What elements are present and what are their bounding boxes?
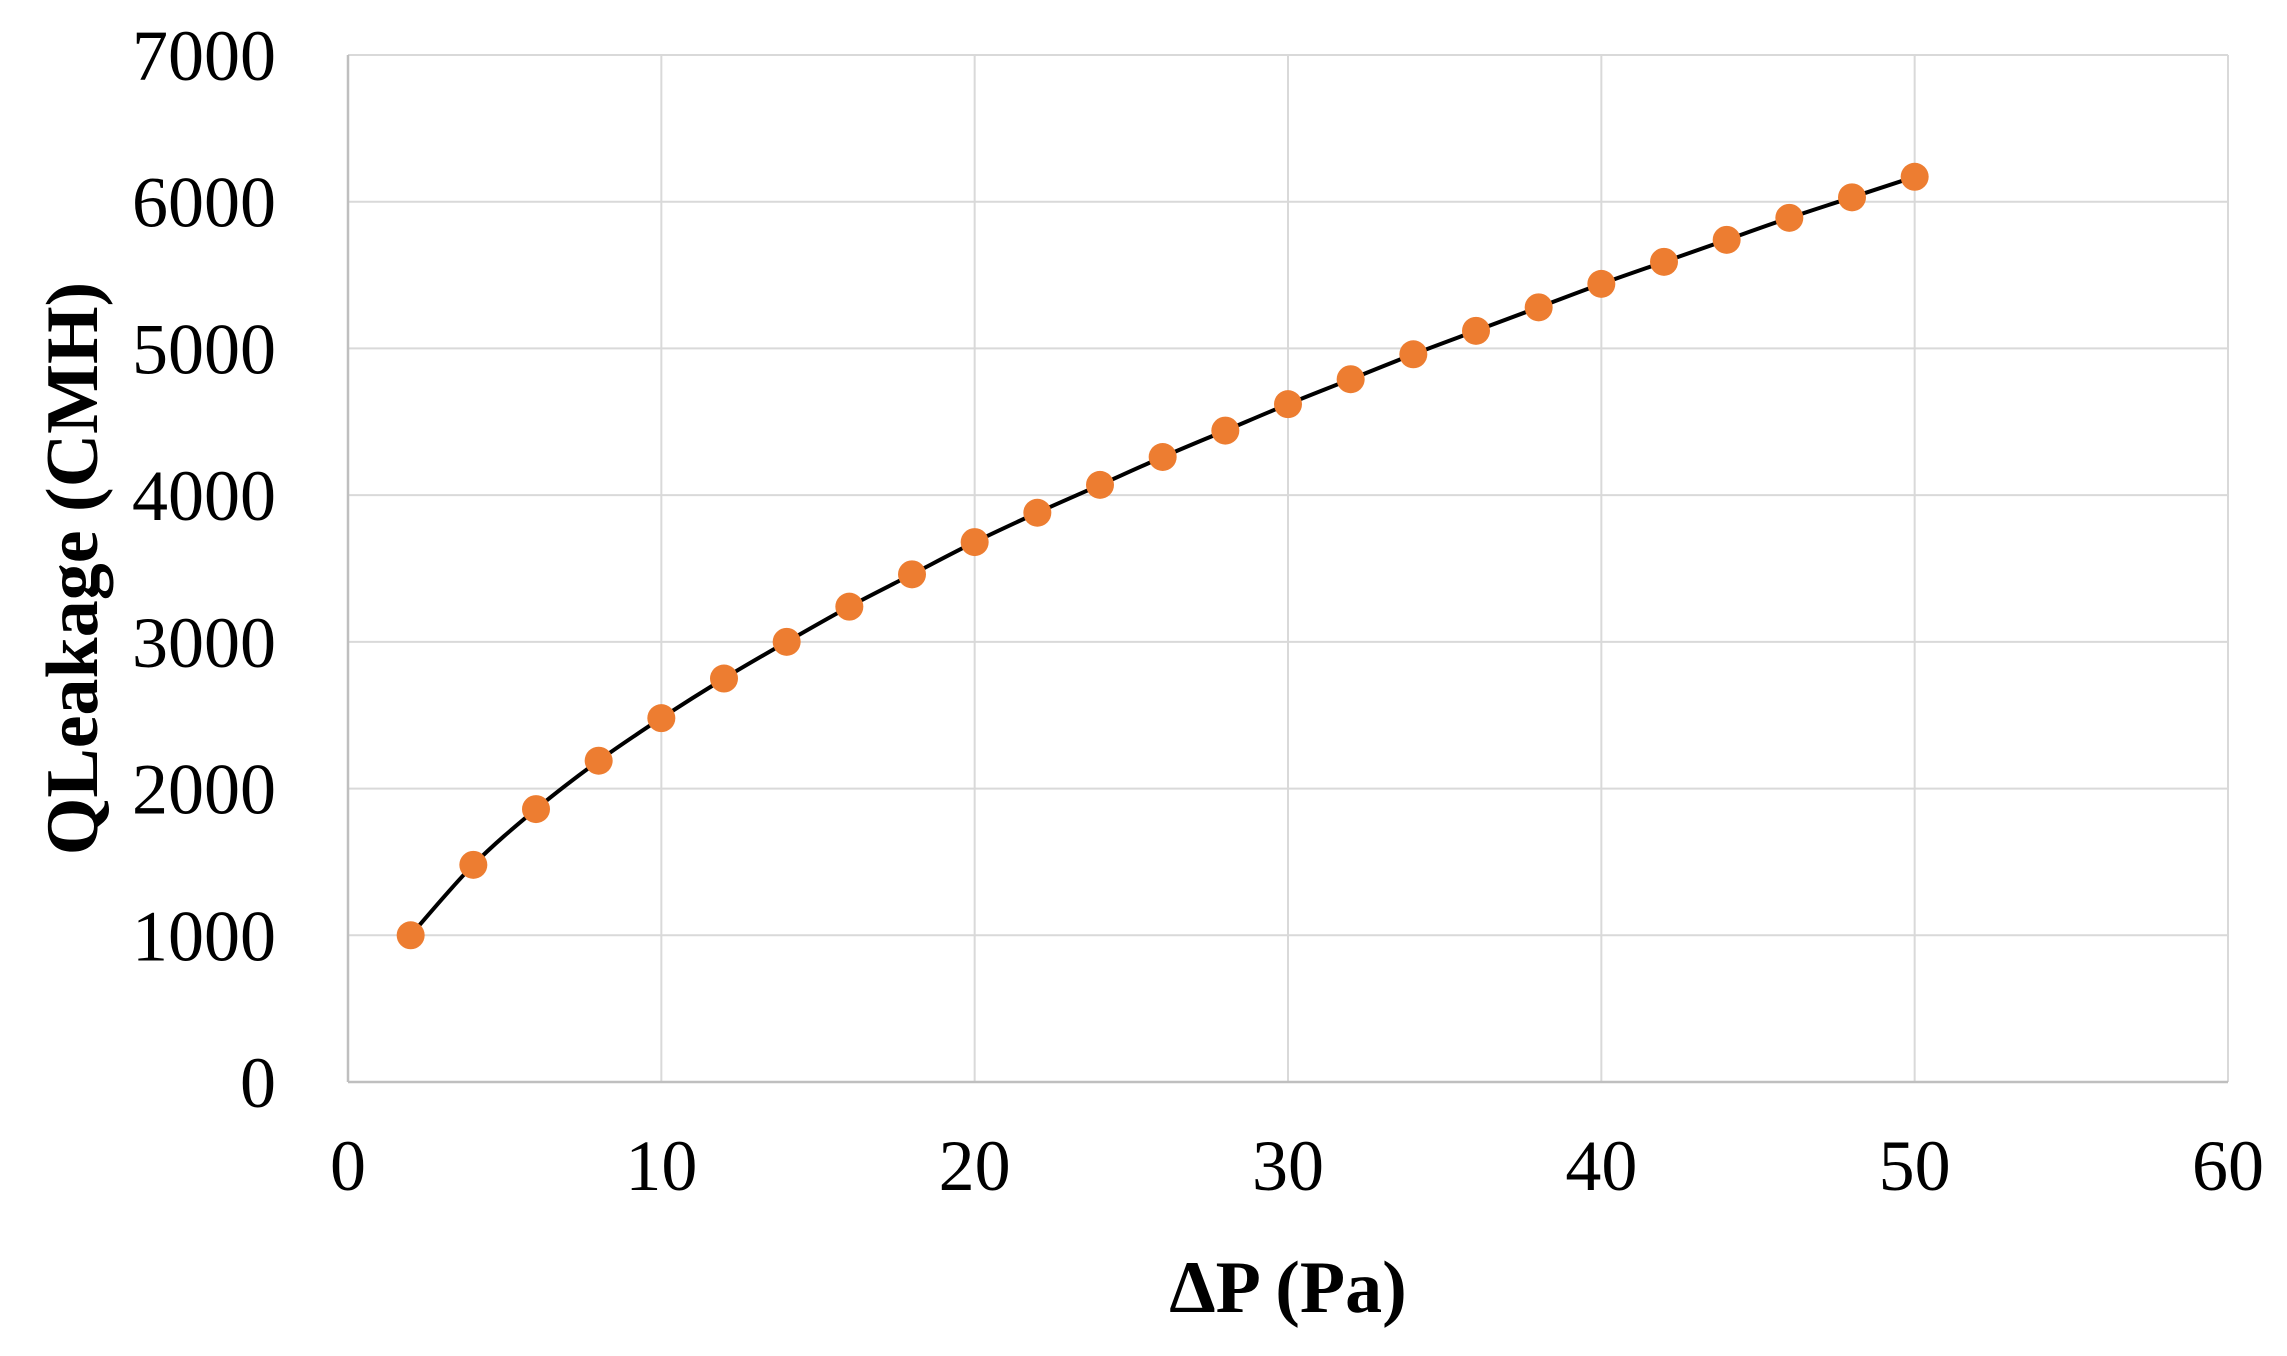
y-tick-label: 2000	[132, 750, 276, 830]
x-tick-label: 50	[1879, 1126, 1951, 1206]
x-tick-label: 40	[1565, 1126, 1637, 1206]
data-point	[1712, 225, 1741, 254]
data-point	[1838, 183, 1866, 212]
plot-frame	[346, 55, 2228, 1084]
data-point	[1086, 470, 1114, 499]
fit-curve-layer	[409, 174, 1916, 937]
data-point	[396, 921, 425, 950]
y-tick-label: 4000	[132, 456, 276, 536]
x-axis-title: ΔP (Pa)	[1169, 1247, 1407, 1329]
data-point	[1399, 340, 1428, 369]
series-line	[409, 174, 1916, 937]
data-point	[1524, 293, 1553, 322]
x-tick-label: 60	[2192, 1126, 2264, 1206]
data-point	[1775, 203, 1804, 232]
grid-lines	[348, 54, 2229, 1082]
data-point	[1023, 498, 1052, 527]
data-point	[898, 560, 926, 589]
x-tick-label: 20	[939, 1126, 1011, 1206]
y-tick-label: 3000	[132, 603, 276, 683]
data-point	[1587, 269, 1616, 298]
data-point	[522, 795, 550, 824]
y-tick-label: 7000	[132, 16, 276, 96]
data-point	[1336, 365, 1365, 394]
data-point	[960, 528, 989, 557]
y-tick-label: 5000	[132, 309, 276, 389]
data-point	[1211, 416, 1240, 445]
y-tick-label: 0	[240, 1043, 276, 1123]
x-tick-label: 10	[625, 1126, 697, 1206]
data-point	[647, 704, 676, 733]
y-tick-label: 1000	[132, 896, 276, 976]
data-point	[710, 664, 738, 693]
data-point	[1462, 316, 1490, 345]
tick-labels: 0 1000 2000 3000 4000 5000 6000 7000 0 10 20 30 40 50…	[132, 16, 2264, 1206]
x-tick-label: 30	[1252, 1126, 1324, 1206]
y-axis-title: QLeakage (CMH)	[32, 282, 114, 855]
data-point	[459, 850, 488, 879]
data-point	[1900, 162, 1929, 191]
x-tick-label: 0	[330, 1126, 366, 1206]
data-point	[772, 627, 801, 656]
data-point	[584, 746, 613, 775]
data-point	[1650, 247, 1678, 276]
data-point	[1148, 442, 1177, 471]
y-tick-label: 6000	[132, 163, 276, 243]
data-point	[1274, 390, 1302, 419]
data-points	[396, 162, 1929, 950]
data-point	[835, 592, 864, 621]
